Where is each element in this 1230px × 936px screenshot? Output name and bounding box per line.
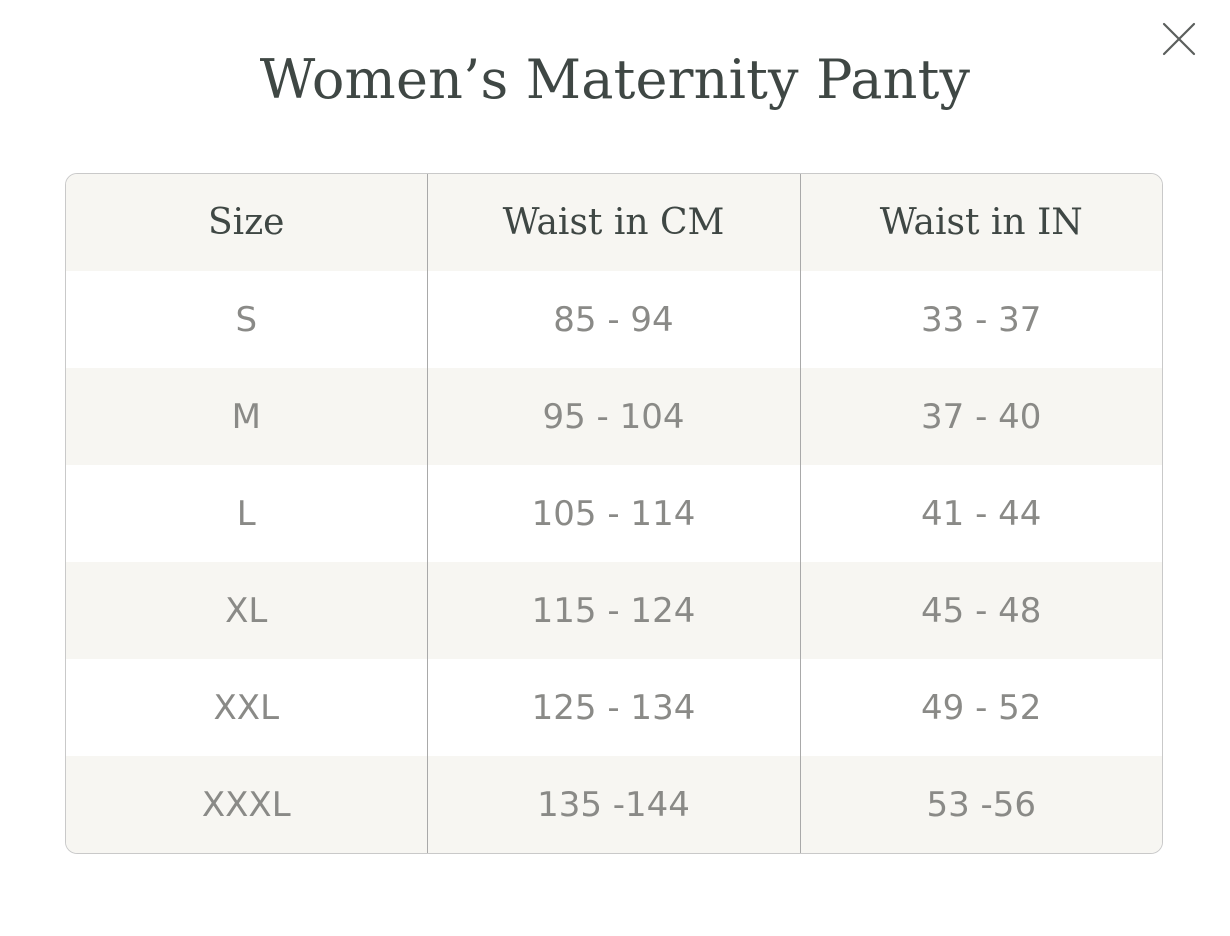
cell-waist-in: 45 - 48 [799,562,1162,659]
size-chart-table-container: Size Waist in CM Waist in IN S 85 - 94 3… [65,173,1163,854]
cell-waist-cm: 125 - 134 [426,659,800,756]
column-header-waist-cm: Waist in CM [426,174,800,271]
column-header-waist-in: Waist in IN [799,174,1162,271]
cell-size: XL [66,562,427,659]
cell-waist-in: 41 - 44 [799,465,1162,562]
table-header-row: Size Waist in CM Waist in IN [66,174,1162,271]
cell-size: XXL [66,659,427,756]
cell-size: XXXL [66,756,427,853]
cell-waist-cm: 115 - 124 [426,562,800,659]
cell-waist-cm: 85 - 94 [426,271,800,368]
table-row: XXXL 135 -144 53 -56 [66,756,1162,853]
cell-size: M [66,368,427,465]
close-icon [1162,22,1196,56]
modal-title: Women’s Maternity Panty [259,48,971,111]
table-row: XXL 125 - 134 49 - 52 [66,659,1162,756]
size-chart-table: Size Waist in CM Waist in IN S 85 - 94 3… [66,174,1162,853]
cell-waist-cm: 135 -144 [426,756,800,853]
table-row: L 105 - 114 41 - 44 [66,465,1162,562]
cell-waist-in: 37 - 40 [799,368,1162,465]
cell-size: L [66,465,427,562]
cell-waist-in: 53 -56 [799,756,1162,853]
cell-waist-cm: 105 - 114 [426,465,800,562]
table-row: XL 115 - 124 45 - 48 [66,562,1162,659]
column-header-size: Size [66,174,427,271]
cell-waist-in: 49 - 52 [799,659,1162,756]
cell-waist-cm: 95 - 104 [426,368,800,465]
close-button[interactable] [1158,18,1200,60]
table-row: M 95 - 104 37 - 40 [66,368,1162,465]
cell-waist-in: 33 - 37 [799,271,1162,368]
table-row: S 85 - 94 33 - 37 [66,271,1162,368]
cell-size: S [66,271,427,368]
